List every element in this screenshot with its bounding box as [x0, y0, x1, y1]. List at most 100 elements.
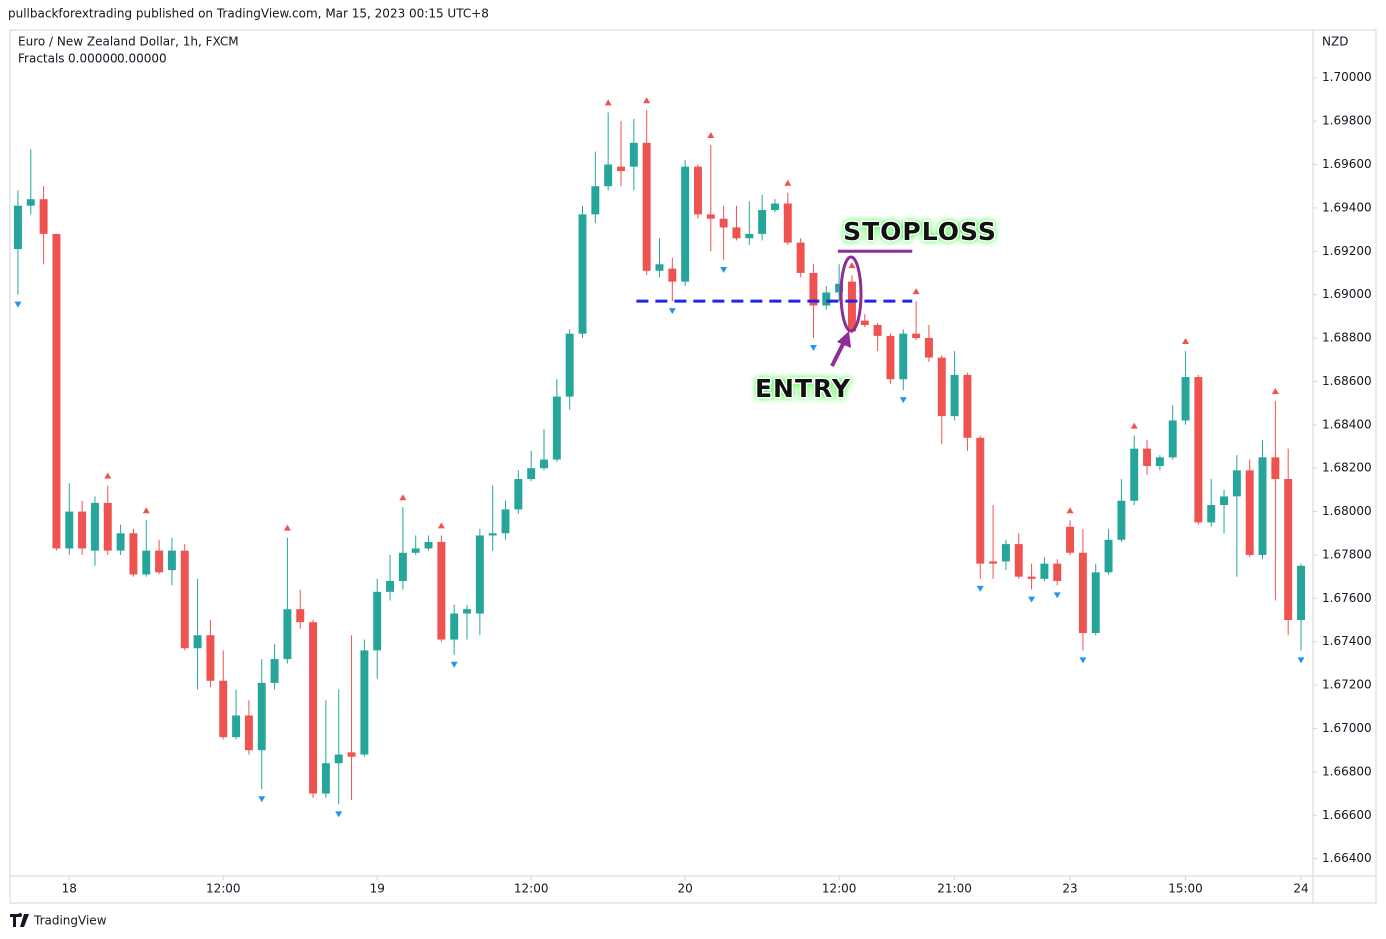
candle-body — [360, 650, 369, 755]
candle-body — [206, 635, 215, 681]
fractal-down — [809, 345, 817, 352]
fractal-up — [1182, 338, 1190, 345]
candle-body — [1053, 563, 1062, 581]
candle-body — [386, 580, 395, 592]
candle-body — [1130, 448, 1139, 501]
candle-body — [90, 502, 99, 551]
fractal-down — [1028, 596, 1036, 603]
candle-body — [1181, 377, 1190, 421]
candle-body — [822, 292, 831, 306]
y-tick-label: 1.69600 — [1322, 157, 1372, 171]
candle-body — [758, 210, 767, 234]
candle-body — [1155, 457, 1164, 467]
fractal-up — [604, 99, 612, 106]
fractal-up — [1066, 507, 1074, 514]
x-tick-label: 12:00 — [514, 882, 549, 896]
candle-body — [116, 533, 125, 551]
fractal-up — [1130, 422, 1138, 429]
x-tick-label: 12:00 — [206, 882, 241, 896]
candle-body — [437, 541, 446, 640]
candle-body — [629, 142, 638, 167]
brand-logo — [10, 913, 29, 927]
y-tick-label: 1.66600 — [1322, 808, 1372, 822]
entry-candle-highlight — [839, 255, 863, 333]
candle-body — [475, 535, 484, 614]
candle-body — [39, 199, 48, 234]
candle-body — [1194, 377, 1203, 523]
candle-body — [681, 166, 690, 282]
candle-body — [283, 609, 292, 660]
x-tick-label: 23 — [1062, 882, 1077, 896]
candle-body — [873, 325, 882, 336]
candle-body — [65, 511, 74, 549]
candle-body — [719, 218, 728, 228]
candle-body — [899, 333, 908, 380]
candle-body — [655, 264, 664, 271]
x-tick-label: 19 — [370, 882, 385, 896]
candle-body — [706, 214, 715, 219]
fractal-up — [1271, 387, 1279, 394]
candle-body — [540, 459, 548, 469]
fractal-down — [1079, 657, 1087, 664]
plot-area — [13, 97, 1305, 818]
fractal-up — [283, 524, 291, 531]
fractal-up — [643, 97, 651, 104]
candle-body — [1066, 526, 1075, 553]
candle-body — [1284, 479, 1293, 621]
y-tick-label: 1.69200 — [1322, 244, 1372, 258]
candle-body — [78, 511, 87, 549]
candle-body — [334, 754, 343, 764]
fractal-up — [707, 131, 715, 138]
candle-body — [924, 338, 933, 358]
candle-body — [373, 591, 382, 651]
candle-body — [26, 199, 35, 206]
candle-body — [411, 548, 420, 553]
candle-body — [1271, 457, 1280, 480]
fractal-up — [784, 179, 792, 186]
candle-body — [809, 272, 818, 306]
candle-body — [937, 357, 946, 417]
x-tick-label: 24 — [1293, 882, 1308, 896]
y-tick-label: 1.68800 — [1322, 331, 1372, 345]
candle-body — [488, 533, 497, 536]
fractal-down — [450, 661, 458, 668]
candle-body — [257, 682, 266, 751]
x-tick-label: 15:00 — [1168, 882, 1203, 896]
candle-body — [796, 242, 805, 273]
fractal-up — [399, 494, 407, 501]
candle-body — [1040, 563, 1049, 579]
candle-body — [976, 437, 985, 564]
candle-body — [1232, 470, 1241, 497]
candle-body — [463, 609, 472, 614]
candle-body — [578, 214, 587, 334]
y-tick-label: 1.69400 — [1322, 200, 1372, 214]
chart-title: Euro / New Zealand Dollar, 1h, FXCM — [18, 35, 239, 49]
brand-name: TradingView — [33, 914, 107, 928]
candle-body — [13, 205, 22, 250]
y-tick-label: 1.69800 — [1322, 114, 1372, 128]
candle-body — [347, 752, 356, 757]
fractal-down — [899, 397, 907, 404]
candle-body — [270, 659, 279, 683]
candle-body — [860, 320, 869, 326]
candle-body — [1091, 572, 1100, 634]
fractal-up — [142, 507, 150, 514]
candle-body — [155, 550, 164, 573]
candle-body — [501, 509, 510, 534]
candle-body — [950, 374, 959, 417]
fractal-down — [1297, 657, 1305, 664]
candle-body — [142, 550, 151, 575]
fractal-down — [1053, 592, 1061, 599]
candle-body — [1220, 496, 1229, 506]
y-axis-unit: NZD — [1322, 35, 1348, 49]
y-tick-label: 1.70000 — [1322, 70, 1372, 84]
stoploss-label: STOPLOSS — [843, 217, 997, 246]
candle-body — [1245, 470, 1254, 555]
y-tick-label: 1.68400 — [1322, 417, 1372, 431]
candle-body — [321, 763, 330, 794]
y-tick-label: 1.68600 — [1322, 374, 1372, 388]
fractal-up — [104, 472, 112, 479]
candle-body — [783, 203, 792, 243]
published-line: pullbackforextrading published on Tradin… — [8, 7, 489, 21]
